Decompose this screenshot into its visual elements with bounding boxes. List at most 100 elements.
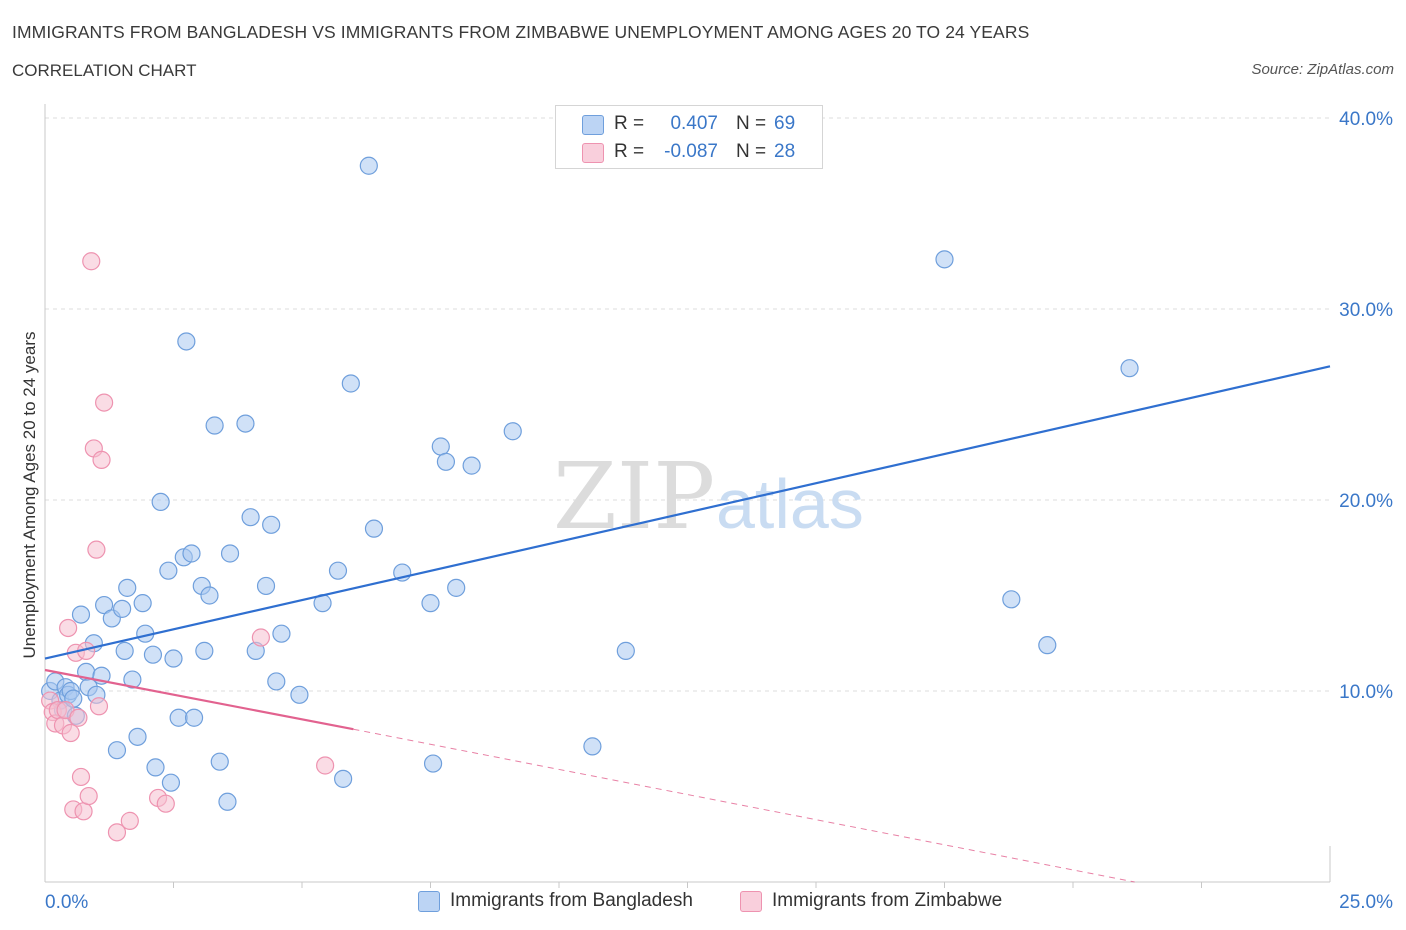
zimbabwe-point (74, 802, 93, 821)
bangladesh-point (164, 649, 183, 668)
bangladesh-point (1120, 359, 1139, 378)
bangladesh-point (115, 641, 134, 660)
bangladesh-point (334, 769, 353, 788)
bangladesh-point (200, 586, 219, 605)
watermark-zip: ZIP (553, 443, 715, 550)
zimbabwe-point (69, 708, 88, 727)
y-tick-label: 30.0% (1339, 300, 1393, 321)
bangladesh-trend-line (44, 365, 1331, 660)
bangladesh-point (95, 595, 114, 615)
stats-row-bangladesh: R = 0.407 N = 69 (556, 113, 822, 139)
zimbabwe-point (61, 723, 80, 743)
bangladesh-point (436, 452, 456, 471)
grid-lines (45, 117, 1330, 692)
r-label: R = (614, 113, 645, 134)
data-points (41, 156, 1139, 842)
bangladesh-swatch (418, 891, 440, 912)
axes (44, 104, 1331, 888)
bangladesh-point (421, 594, 440, 613)
bangladesh-point (177, 332, 196, 351)
bangladesh-point (241, 508, 260, 527)
zimbabwe-point (79, 786, 98, 806)
bangladesh-point (143, 645, 163, 664)
n-label: N = (736, 113, 767, 134)
x-tick-label: 25.0% (1339, 892, 1393, 913)
bangladesh-point (71, 605, 91, 624)
y-tick-label: 20.0% (1339, 491, 1393, 512)
bangladesh-point (583, 737, 602, 756)
bangladesh-point (159, 561, 178, 580)
chart-subtitle: CORRELATION CHART (12, 61, 197, 80)
zimbabwe-trend-extension (353, 728, 1135, 883)
bangladesh-point (133, 594, 152, 613)
zimbabwe-swatch (740, 891, 762, 912)
source-credit: Source: ZipAtlas.com (1251, 61, 1394, 78)
stats-row-zimbabwe: R = -0.087 N = 28 (556, 141, 822, 167)
bangladesh-point (169, 708, 188, 727)
bangladesh-point (118, 578, 137, 597)
bangladesh-point (616, 641, 635, 660)
zimbabwe-point (87, 540, 106, 559)
zimbabwe-point (71, 767, 91, 787)
bangladesh-point (462, 456, 481, 475)
bangladesh-point (195, 641, 214, 660)
bangladesh-point (423, 754, 443, 773)
r-value: -0.087 (664, 141, 718, 162)
stats-legend: R = 0.407 N = 69 R = -0.087 N = 28 (555, 105, 823, 169)
trend-lines (44, 365, 1331, 883)
r-value: 0.407 (670, 113, 718, 134)
bangladesh-point (272, 624, 291, 643)
zimbabwe-point (92, 450, 111, 469)
bangladesh-point (447, 578, 466, 597)
bangladesh-point (182, 544, 201, 563)
bangladesh-point (328, 561, 348, 580)
legend-label: Immigrants from Bangladesh (450, 890, 693, 911)
r-label: R = (614, 141, 645, 162)
bangladesh-swatch (582, 115, 604, 135)
bangladesh-point (123, 670, 142, 689)
bangladesh-point (1038, 636, 1057, 655)
x-tick-label: 0.0% (45, 892, 88, 913)
zimbabwe-point (251, 628, 270, 647)
zimbabwe-point (316, 756, 335, 775)
chart-title: IMMIGRANTS FROM BANGLADESH VS IMMIGRANTS… (12, 22, 1030, 42)
bangladesh-point (267, 672, 286, 691)
bangladesh-point (290, 685, 309, 704)
bangladesh-point (1002, 590, 1021, 609)
n-value: 69 (774, 113, 796, 134)
bangladesh-point (128, 727, 147, 746)
y-axis-label: Unemployment Among Ages 20 to 24 years (20, 332, 39, 659)
zimbabwe-point (156, 794, 175, 813)
bangladesh-point (935, 250, 954, 269)
n-value: 28 (774, 141, 796, 162)
bangladesh-point (218, 792, 237, 811)
tick-labels: 10.0% 20.0% 30.0% 40.0% 0.0% 25.0% (45, 109, 1393, 913)
bangladesh-point (146, 758, 165, 777)
bangladesh-point (341, 374, 360, 393)
bangladesh-point (161, 773, 181, 792)
y-tick-label: 10.0% (1339, 682, 1393, 703)
zimbabwe-point (107, 823, 127, 842)
bangladesh-point (210, 752, 229, 771)
bangladesh-point (364, 519, 384, 538)
bangladesh-point (431, 437, 450, 456)
legend-label: Immigrants from Zimbabwe (772, 890, 1003, 911)
bangladesh-point (205, 416, 224, 435)
zimbabwe-trend-line (44, 668, 354, 731)
bangladesh-point (503, 422, 522, 441)
zimbabwe-point (59, 618, 78, 638)
n-label: N = (736, 141, 767, 162)
watermark: ZIP atlas (553, 443, 864, 550)
bangladesh-point (220, 544, 240, 563)
zimbabwe-point (89, 697, 109, 716)
bangladesh-point (262, 515, 281, 534)
zimbabwe-point (95, 393, 114, 412)
bangladesh-point (256, 576, 276, 596)
zimbabwe-point (82, 252, 101, 271)
zimbabwe-point (120, 811, 139, 830)
zimbabwe-swatch (582, 143, 604, 163)
bangladesh-point (236, 414, 255, 433)
bangladesh-point (184, 708, 204, 727)
bangladesh-point (359, 156, 378, 175)
